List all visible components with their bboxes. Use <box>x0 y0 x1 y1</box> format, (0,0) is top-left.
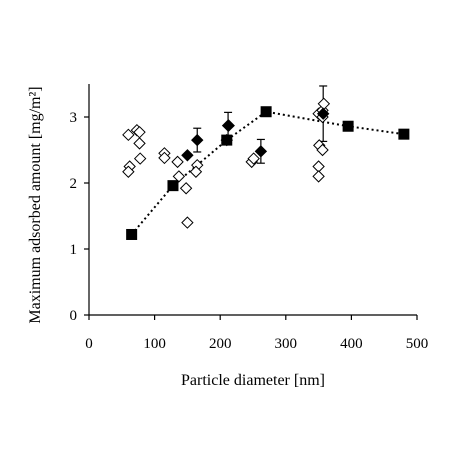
plot-area: 0 1 2 3 0 100 200 300 400 500 <box>70 84 428 352</box>
open-diamond-marker <box>312 170 325 183</box>
open-diamond-marker <box>316 143 329 157</box>
x-tick-label: 400 <box>340 336 363 352</box>
x-tick-label: 100 <box>143 336 166 352</box>
x-ticks: 0 100 200 300 400 500 <box>85 315 428 352</box>
open-diamond-marker <box>181 216 194 229</box>
y-ticks: 0 1 2 3 <box>70 110 89 324</box>
x-tick-label: 200 <box>209 336 232 352</box>
x-tick-label: 500 <box>406 336 429 352</box>
y-axis-title: Maximum adsorbed amount [mg/m²] <box>27 86 44 323</box>
filled-diamond-marker <box>221 119 235 132</box>
series-2-line <box>130 110 405 236</box>
filled-diamond-marker <box>254 145 268 158</box>
open-diamond-marker <box>179 182 193 195</box>
open-diamond-marker <box>189 165 203 178</box>
x-axis-title: Particle diameter [nm] <box>181 372 325 389</box>
square-marker <box>342 120 354 132</box>
open-diamond-marker <box>133 152 147 165</box>
series-line <box>130 110 405 236</box>
y-tick-label: 2 <box>70 176 78 192</box>
square-marker <box>167 180 179 192</box>
filled-diamond-marker <box>316 107 330 120</box>
open-diamond-marker <box>171 155 184 169</box>
y-tick-label: 0 <box>70 308 78 324</box>
x-tick-label: 300 <box>275 336 298 352</box>
open-diamond-marker <box>172 170 186 183</box>
open-diamond-marker <box>122 165 135 178</box>
y-tick-label: 3 <box>70 110 78 126</box>
open-diamond-marker <box>133 137 146 150</box>
filled-diamond-marker <box>191 133 204 147</box>
filled-diamond-marker <box>181 149 194 162</box>
square-marker <box>126 228 138 240</box>
square-marker <box>398 128 410 140</box>
square-marker <box>221 134 233 146</box>
square-marker <box>260 106 272 118</box>
open-diamond-marker <box>158 151 171 165</box>
x-tick-label: 0 <box>85 336 93 352</box>
data-marks <box>122 97 410 240</box>
open-diamond-marker <box>122 128 135 142</box>
y-tick-label: 1 <box>70 242 78 258</box>
open-diamond-marker <box>247 152 260 165</box>
